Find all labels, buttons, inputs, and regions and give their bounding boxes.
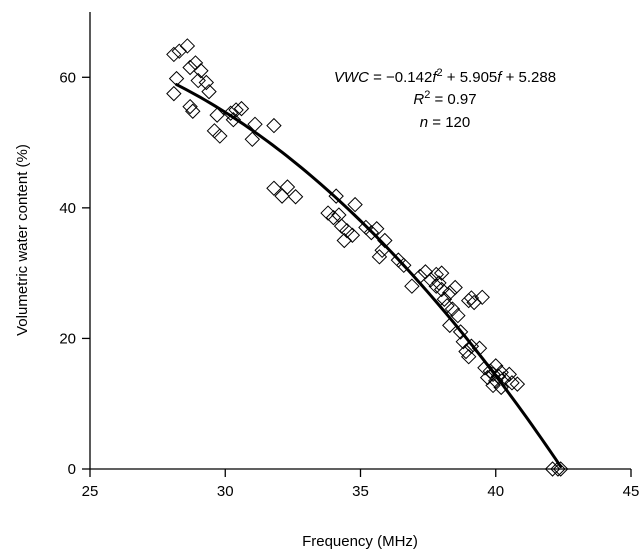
sample-size-var: n (420, 114, 428, 131)
x-tick-label: 35 (352, 483, 369, 500)
equation-text: VWC = −0.142f2 + 5.905f + 5.288 (334, 67, 556, 86)
ticks (82, 76, 632, 477)
x-tick-label: 25 (82, 483, 99, 500)
tick-labels: 25 30 35 40 45 0 20 40 60 (59, 69, 639, 500)
sample-size-text: n = 120 (420, 114, 470, 131)
data-point (396, 257, 412, 274)
data-point (544, 461, 561, 477)
data-point (198, 74, 215, 91)
equation-part: + 5.905 (443, 69, 498, 86)
data-point (187, 55, 204, 71)
data-point (201, 83, 217, 100)
data-point (463, 290, 480, 306)
y-tick-label: 0 (68, 461, 76, 478)
data-point (452, 324, 469, 340)
data-point (347, 196, 363, 213)
data-point (193, 63, 209, 79)
data-point (423, 271, 439, 288)
data-point (485, 377, 501, 394)
equation-part: + 5.288 (501, 69, 556, 86)
data-point (222, 105, 239, 121)
x-axis-label: Frequency (MHz) (302, 533, 418, 550)
data-point (185, 103, 201, 119)
data-point (460, 349, 477, 365)
data-point (325, 209, 342, 226)
x-tick-label: 45 (623, 483, 640, 500)
data-point (244, 131, 261, 148)
data-point (182, 98, 198, 115)
data-point (266, 180, 282, 196)
data-point (436, 291, 453, 307)
data-point (166, 46, 182, 63)
data-point (552, 461, 569, 477)
data-point (433, 281, 450, 298)
data-point (179, 38, 196, 54)
data-point (458, 343, 474, 360)
data-point (233, 100, 250, 117)
data-point (501, 366, 517, 383)
data-point (320, 205, 336, 221)
data-point (190, 72, 206, 89)
fit-curve (175, 83, 563, 469)
x-tick-label: 40 (487, 483, 504, 500)
r-squared-text: R2 = 0.97 (413, 89, 476, 108)
data-point (433, 265, 450, 281)
data-point (428, 266, 444, 283)
r-squared-var: R (413, 91, 424, 108)
y-tick-label: 40 (59, 200, 76, 217)
data-point (474, 289, 490, 306)
x-tick-label: 30 (217, 483, 234, 500)
data-point (550, 461, 566, 477)
r-squared-value: = 0.97 (430, 91, 476, 108)
data-point (447, 279, 463, 296)
data-point (274, 188, 290, 204)
data-point (504, 375, 520, 391)
data-point (509, 376, 526, 392)
equation-var: VWC (334, 69, 369, 86)
data-point (404, 278, 420, 294)
sample-size-value: = 120 (428, 114, 470, 131)
data-point (442, 285, 458, 301)
data-point (371, 249, 388, 265)
equation-exp: 2 (437, 67, 443, 79)
data-point (266, 117, 282, 134)
data-point (377, 232, 393, 249)
data-point (450, 307, 466, 324)
data-point (344, 227, 361, 243)
data-point (209, 107, 225, 123)
regression-annotation: VWC = −0.142f2 + 5.905f + 5.288 R2 = 0.9… (334, 67, 556, 131)
data-point (488, 358, 504, 374)
data-point (417, 264, 434, 280)
data-point (287, 189, 304, 205)
y-tick-label: 60 (59, 69, 76, 86)
data-point (212, 128, 228, 144)
equation-part: = −0.142 (369, 69, 432, 86)
data-point (493, 364, 509, 381)
y-tick-label: 20 (59, 330, 76, 347)
data-point (279, 179, 296, 195)
data-point (206, 123, 223, 139)
equation-f: f (432, 69, 438, 86)
data-markers (166, 38, 569, 477)
data-point (363, 224, 380, 241)
data-point (182, 59, 198, 76)
data-point (228, 102, 244, 118)
data-point (444, 301, 461, 317)
r-squared-exp: 2 (424, 89, 430, 101)
equation-f: f (497, 69, 503, 86)
data-point (479, 369, 496, 386)
y-axis-label: Volumetric water content (%) (14, 144, 31, 336)
data-point (166, 85, 182, 102)
data-point (463, 338, 480, 354)
data-point (493, 379, 509, 396)
data-point (225, 112, 242, 128)
